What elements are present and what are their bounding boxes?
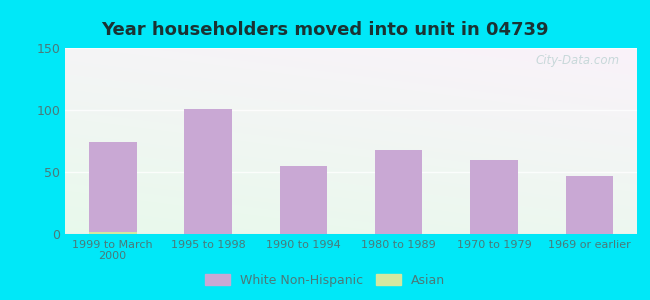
Bar bbox=[280, 166, 327, 234]
Text: City-Data.com: City-Data.com bbox=[536, 54, 620, 67]
Bar bbox=[184, 109, 232, 234]
Bar bbox=[470, 160, 518, 234]
Text: Year householders moved into unit in 04739: Year householders moved into unit in 047… bbox=[101, 21, 549, 39]
Bar bbox=[566, 176, 613, 234]
Legend: White Non-Hispanic, Asian: White Non-Hispanic, Asian bbox=[202, 270, 448, 291]
Bar bbox=[89, 232, 136, 234]
Bar bbox=[375, 150, 422, 234]
Bar bbox=[89, 142, 136, 234]
